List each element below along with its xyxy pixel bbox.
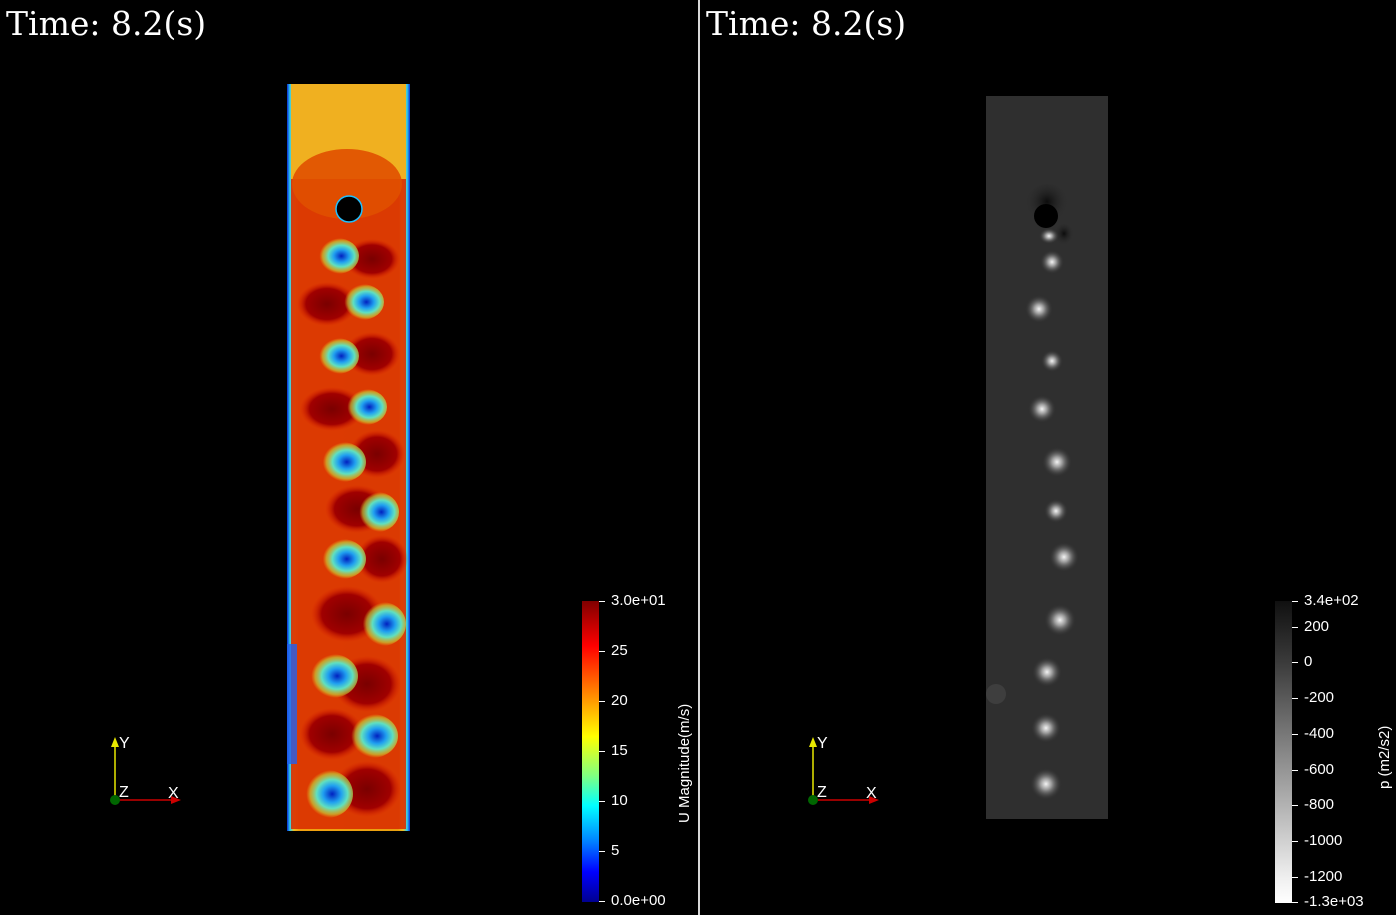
colorbar-tick bbox=[1292, 734, 1298, 735]
colorbar-tick bbox=[1292, 627, 1298, 628]
pressure-field-domain bbox=[986, 96, 1108, 819]
velocity-field-domain bbox=[287, 84, 410, 831]
colorbar-tick bbox=[599, 701, 605, 702]
colorbar-tick-label: 15 bbox=[611, 742, 628, 759]
colorbar-tick-label: 200 bbox=[1304, 618, 1330, 635]
colorbar-tick-label: -600 bbox=[1304, 761, 1335, 778]
colorbar-tick bbox=[599, 801, 605, 802]
colorbar-tick-label: 20 bbox=[611, 692, 628, 709]
colorbar-tick bbox=[1292, 805, 1298, 806]
colorbar-gradient bbox=[582, 601, 599, 902]
axis-y-label: Y bbox=[817, 735, 828, 752]
colorbar-tick bbox=[599, 751, 605, 752]
colorbar-tick-label: 10 bbox=[611, 792, 628, 809]
time-label: Time: 8.2(s) bbox=[706, 4, 907, 43]
axis-z-label: Z bbox=[817, 784, 827, 801]
velocity-colorbar: 3.0e+01 25 20 15 10 5 0.0e+00 U Magnitud… bbox=[582, 592, 693, 909]
colorbar-gradient bbox=[1275, 601, 1292, 903]
colorbar-tick bbox=[599, 901, 605, 902]
right-viewport[interactable]: Time: 8.2(s) bbox=[700, 0, 1396, 915]
colorbar-title: p (m2/s2) bbox=[1376, 725, 1393, 789]
colorbar-tick bbox=[599, 651, 605, 652]
colorbar-tick bbox=[1292, 902, 1298, 903]
colorbar-tick-label: -1000 bbox=[1304, 832, 1343, 849]
orientation-axes: Y Z X bbox=[105, 735, 195, 805]
colorbar-tick bbox=[1292, 770, 1298, 771]
colorbar-tick-label: 25 bbox=[611, 642, 628, 659]
colorbar-tick-label: -1200 bbox=[1304, 868, 1343, 885]
colorbar-tick bbox=[1292, 662, 1298, 663]
left-viewport[interactable]: Time: 8.2(s) bbox=[0, 0, 698, 915]
colorbar-tick-label: 3.0e+01 bbox=[611, 592, 666, 609]
colorbar-tick bbox=[1292, 877, 1298, 878]
colorbar-tick-label: -400 bbox=[1304, 725, 1335, 742]
time-label: Time: 8.2(s) bbox=[6, 4, 207, 43]
colorbar-tick-label: 3.4e+02 bbox=[1304, 592, 1359, 609]
pressure-colorbar: 3.4e+02 200 0 -200 -400 -600 -800 -1000 … bbox=[1275, 592, 1393, 910]
axes-glyph bbox=[808, 737, 879, 805]
colorbar-title: U Magnitude(m/s) bbox=[676, 703, 693, 823]
colorbar-tick-label: 5 bbox=[611, 842, 620, 859]
colorbar-tick-label: -1.3e+03 bbox=[1304, 893, 1364, 910]
axis-z-label: Z bbox=[119, 784, 129, 801]
colorbar-tick bbox=[1292, 841, 1298, 842]
orientation-axes: Y Z X bbox=[803, 735, 893, 805]
colorbar-tick bbox=[599, 601, 605, 602]
colorbar-tick-label: -200 bbox=[1304, 689, 1335, 706]
axis-y-label: Y bbox=[119, 735, 130, 752]
viewport-divider[interactable] bbox=[698, 0, 700, 915]
axis-x-label: X bbox=[866, 785, 877, 802]
colorbar-tick bbox=[1292, 601, 1298, 602]
colorbar-tick-label: 0.0e+00 bbox=[611, 892, 666, 909]
colorbar-tick-label: 0 bbox=[1304, 653, 1313, 670]
axis-x-label: X bbox=[168, 785, 179, 802]
axes-glyph bbox=[110, 737, 181, 805]
colorbar-tick bbox=[599, 851, 605, 852]
velocity-field-render bbox=[287, 84, 408, 829]
pressure-field-render bbox=[986, 184, 1079, 800]
colorbar-tick bbox=[1292, 698, 1298, 699]
colorbar-tick-label: -800 bbox=[1304, 796, 1335, 813]
